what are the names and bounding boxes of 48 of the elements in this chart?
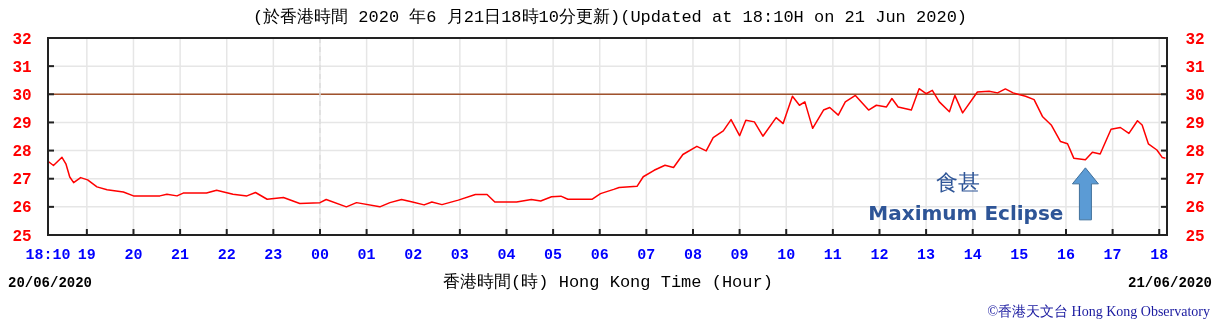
y-tick-label: 28 (12, 143, 32, 162)
y-tick-label: 29 (12, 115, 32, 134)
x-tick-label: 19 (77, 247, 96, 264)
x-tick-label: 13 (917, 247, 936, 264)
y2-tick-label: 27 (1185, 171, 1205, 190)
x-tick-label: 01 (357, 247, 376, 264)
annotation: 食甚 (936, 170, 980, 195)
y-tick-label: 26 (12, 199, 32, 218)
text: ©香港天文台 Hong Kong Observatory (987, 304, 1210, 319)
x-tick-label: 20 (124, 247, 143, 264)
x-tick-label: 23 (264, 247, 283, 264)
x-tick-label: 10 (777, 247, 796, 264)
x-tick-label: 11 (823, 247, 842, 264)
text: 20/06/2020 (8, 275, 93, 291)
y-tick-label: 31 (12, 58, 32, 77)
y-tick-label: 32 (12, 30, 32, 49)
y2-tick-label: 25 (1185, 227, 1205, 246)
x-tick-label: 00 (310, 247, 329, 264)
x-tick-label: 18:10 (25, 247, 71, 264)
annotation: Maximum Eclipse (868, 200, 1064, 225)
x-axis-title: 香港時間(時) Hong Kong Time (Hour) (443, 272, 773, 292)
y-tick-label: 30 (12, 86, 32, 105)
x-tick-label: 08 (683, 247, 702, 264)
x-tick-label: 16 (1056, 247, 1075, 264)
y2-tick-label: 30 (1185, 86, 1205, 105)
x-tick-label: 15 (1010, 247, 1029, 264)
x-tick-label: 09 (730, 247, 749, 264)
y2-tick-label: 32 (1185, 30, 1205, 49)
chart-title: (於香港時間 2020 年6 月21日18時10分更新)(Updated at 18:10H on 21 Jun 2020) (252, 7, 968, 27)
x-tick-label: 14 (963, 247, 982, 264)
x-tick-label: 17 (1103, 247, 1122, 264)
x-tick-label: 04 (497, 247, 516, 264)
x-tick-label: 21 (171, 247, 190, 264)
text: 21/06/2020 (1127, 275, 1212, 291)
x-tick-label: 05 (544, 247, 563, 264)
y2-tick-label: 29 (1185, 115, 1205, 134)
y2-tick-label: 31 (1185, 58, 1205, 77)
x-tick-label: 12 (870, 247, 889, 264)
x-tick-label: 03 (450, 247, 469, 264)
x-tick-label: 18 (1150, 247, 1169, 264)
x-tick-label: 22 (217, 247, 236, 264)
y-tick-label: 27 (12, 171, 32, 190)
x-tick-label: 02 (404, 247, 423, 264)
x-tick-label: 06 (590, 247, 609, 264)
y2-tick-label: 26 (1185, 199, 1205, 218)
y-tick-label: 25 (12, 227, 32, 246)
x-tick-label: 07 (637, 247, 656, 264)
y2-tick-label: 28 (1185, 143, 1205, 162)
